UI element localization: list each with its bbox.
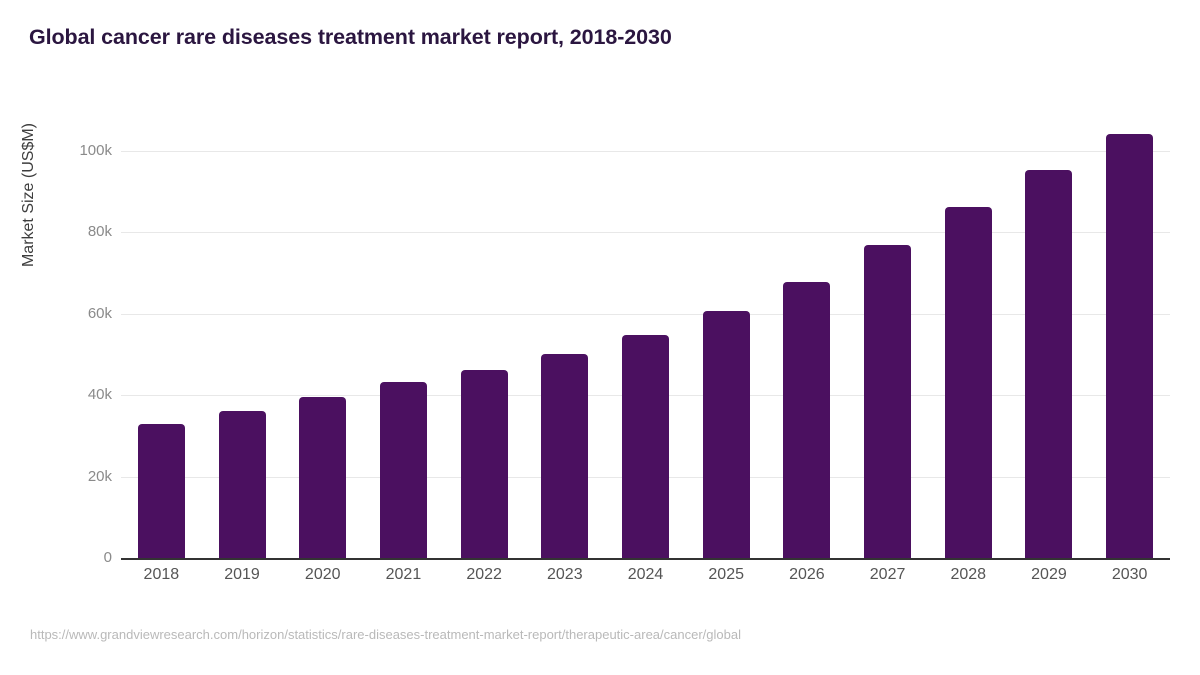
x-axis-tick-label-2025: 2025 — [708, 566, 744, 583]
x-axis-tick-label-2019: 2019 — [224, 566, 260, 583]
x-axis-tick-label-2028: 2028 — [950, 566, 987, 583]
bar-2020[interactable] — [299, 397, 347, 558]
bar-2019[interactable] — [218, 410, 266, 558]
gridline — [121, 232, 1170, 234]
x-axis-tick-label-2029: 2029 — [1031, 566, 1067, 583]
bar-2028[interactable] — [944, 206, 992, 558]
x-axis-tick-label-2030: 2030 — [1111, 566, 1148, 583]
bar-2026[interactable] — [783, 281, 831, 558]
y-axis-tick-label: 0 — [103, 549, 112, 566]
y-axis-tick-label: 20k — [87, 467, 112, 485]
bar-2021[interactable] — [379, 382, 427, 558]
x-axis-line — [121, 558, 1170, 560]
y-axis-tick-label: 40k — [87, 386, 112, 404]
x-axis-tick-label-2026: 2026 — [789, 566, 825, 583]
x-axis-tick-label-2022: 2022 — [466, 566, 502, 583]
x-axis-tick-label-2027: 2027 — [869, 566, 906, 583]
bar-2029[interactable] — [1025, 170, 1073, 558]
bar-2018[interactable] — [137, 423, 185, 558]
x-axis-tick-label-2018: 2018 — [143, 566, 180, 583]
y-axis-tick-label: 100k — [79, 141, 112, 159]
bar-2027[interactable] — [864, 245, 912, 558]
y-axis-tick-label: 80k — [87, 223, 112, 241]
bar-2025[interactable] — [702, 311, 750, 558]
bars-layer — [121, 110, 1170, 558]
bar-2024[interactable] — [622, 334, 669, 558]
x-axis-tick-label-2020: 2020 — [304, 566, 341, 583]
x-axis-tick-label-2024: 2024 — [627, 566, 664, 583]
x-axis-tick-label-2023: 2023 — [547, 566, 583, 583]
page-title: Global cancer rare diseases treatment ma… — [29, 25, 672, 49]
gridline — [121, 313, 1170, 315]
bar-2022[interactable] — [460, 369, 508, 558]
bar-2023[interactable] — [541, 354, 589, 558]
y-axis-title: Market Size (US$M) — [20, 122, 37, 268]
y-axis-tick-label: 60k — [87, 304, 112, 322]
source-url: https://www.grandviewresearch.com/horizo… — [30, 627, 741, 642]
x-axis-tick-label-2021: 2021 — [385, 566, 422, 583]
gridline — [121, 150, 1170, 152]
plot-area — [121, 110, 1170, 558]
bar-2030[interactable] — [1106, 133, 1154, 558]
